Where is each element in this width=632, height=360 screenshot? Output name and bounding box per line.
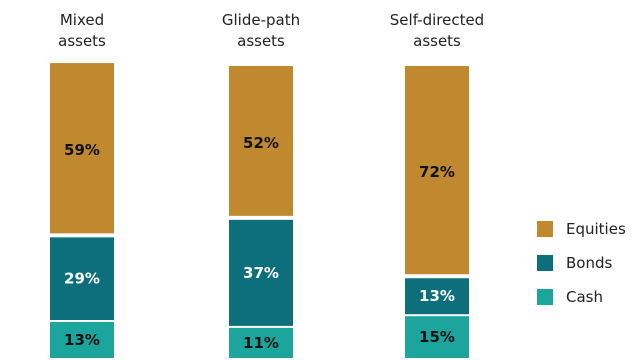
legend-label-bonds: Bonds xyxy=(566,254,612,272)
category-label-2-line-0: Self-directed xyxy=(390,11,484,29)
data-label-cash-0: 13% xyxy=(64,331,100,349)
category-label-0-line-0: Mixed xyxy=(60,11,104,29)
category-label-0-line-1: assets xyxy=(58,32,106,50)
data-label-cash-1: 11% xyxy=(243,334,279,352)
legend-label-equities: Equities xyxy=(566,220,626,238)
bar-bonds-2 xyxy=(405,278,469,315)
data-label-bonds-1: 37% xyxy=(243,264,279,282)
bar-group: 13% 29% 59% 11% 37% 52% 15% 13% 72% xyxy=(50,63,469,358)
bar-cash-2 xyxy=(405,316,469,358)
legend-swatch-bonds xyxy=(537,255,553,271)
bar-cash-0 xyxy=(50,322,114,358)
bar-bonds-1 xyxy=(229,219,293,326)
bar-equities-1 xyxy=(229,66,293,216)
data-label-cash-2: 15% xyxy=(419,328,455,346)
data-label-bonds-0: 29% xyxy=(64,270,100,288)
data-label-equities-2: 72% xyxy=(419,163,455,181)
bar-cash-1 xyxy=(229,327,293,358)
legend-label-cash: Cash xyxy=(566,288,603,306)
legend-swatch-cash xyxy=(537,289,553,305)
data-label-equities-1: 52% xyxy=(243,134,279,152)
bar-equities-2 xyxy=(405,66,469,275)
category-label-2-line-1: assets xyxy=(413,32,461,50)
legend-swatch-equities xyxy=(537,221,553,237)
category-label-1-line-0: Glide-path xyxy=(222,11,300,29)
legend: Equities Bonds Cash xyxy=(537,220,626,306)
category-label-1-line-1: assets xyxy=(237,32,285,50)
bar-equities-0 xyxy=(50,63,114,234)
bar-bonds-0 xyxy=(50,237,114,321)
data-label-bonds-2: 13% xyxy=(419,287,455,305)
category-labels: Mixed assets Glide-path assets Self-directed… xyxy=(58,11,484,50)
data-label-equities-0: 59% xyxy=(64,141,100,159)
